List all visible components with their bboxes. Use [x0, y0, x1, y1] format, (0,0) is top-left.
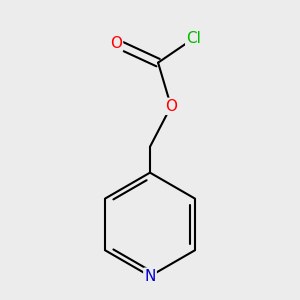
Text: O: O: [165, 99, 177, 114]
Text: N: N: [144, 269, 156, 284]
Text: O: O: [110, 36, 122, 51]
Text: Cl: Cl: [186, 31, 201, 46]
